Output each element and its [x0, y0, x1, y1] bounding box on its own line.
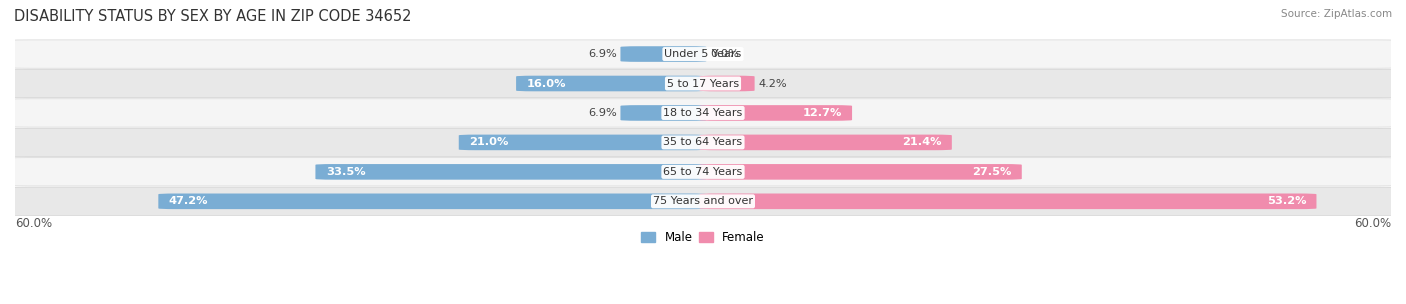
FancyBboxPatch shape	[700, 105, 852, 121]
Text: 47.2%: 47.2%	[169, 196, 208, 206]
Text: DISABILITY STATUS BY SEX BY AGE IN ZIP CODE 34652: DISABILITY STATUS BY SEX BY AGE IN ZIP C…	[14, 9, 412, 24]
Text: 21.4%: 21.4%	[903, 137, 942, 147]
Text: 18 to 34 Years: 18 to 34 Years	[664, 108, 742, 118]
Text: 6.9%: 6.9%	[588, 108, 617, 118]
Text: 53.2%: 53.2%	[1267, 196, 1306, 206]
FancyBboxPatch shape	[1, 158, 1405, 186]
FancyBboxPatch shape	[620, 105, 706, 121]
FancyBboxPatch shape	[458, 135, 706, 150]
Text: 27.5%: 27.5%	[972, 167, 1011, 177]
FancyBboxPatch shape	[700, 135, 952, 150]
Text: 65 to 74 Years: 65 to 74 Years	[664, 167, 742, 177]
Text: 5 to 17 Years: 5 to 17 Years	[666, 78, 740, 88]
FancyBboxPatch shape	[700, 76, 755, 91]
Text: 33.5%: 33.5%	[326, 167, 366, 177]
Text: 6.9%: 6.9%	[588, 49, 617, 59]
FancyBboxPatch shape	[700, 164, 1022, 180]
Text: 35 to 64 Years: 35 to 64 Years	[664, 137, 742, 147]
Text: 21.0%: 21.0%	[470, 137, 509, 147]
Text: Under 5 Years: Under 5 Years	[665, 49, 741, 59]
Text: 75 Years and over: 75 Years and over	[652, 196, 754, 206]
Text: 60.0%: 60.0%	[1354, 217, 1391, 230]
FancyBboxPatch shape	[1, 69, 1405, 98]
Text: 4.2%: 4.2%	[758, 78, 787, 88]
FancyBboxPatch shape	[159, 194, 706, 209]
Text: 60.0%: 60.0%	[15, 217, 52, 230]
FancyBboxPatch shape	[1, 99, 1405, 127]
FancyBboxPatch shape	[1, 128, 1405, 157]
Legend: Male, Female: Male, Female	[637, 226, 769, 249]
Text: Source: ZipAtlas.com: Source: ZipAtlas.com	[1281, 9, 1392, 19]
Text: 16.0%: 16.0%	[526, 78, 565, 88]
FancyBboxPatch shape	[315, 164, 706, 180]
FancyBboxPatch shape	[516, 76, 706, 91]
Text: 12.7%: 12.7%	[803, 108, 842, 118]
FancyBboxPatch shape	[620, 46, 706, 62]
Text: 0.0%: 0.0%	[710, 49, 738, 59]
FancyBboxPatch shape	[1, 187, 1405, 216]
FancyBboxPatch shape	[700, 194, 1316, 209]
FancyBboxPatch shape	[1, 40, 1405, 68]
